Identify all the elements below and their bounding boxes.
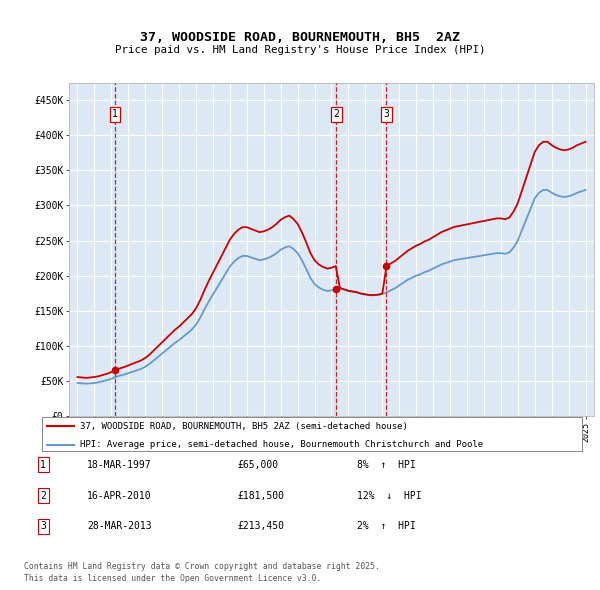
Text: £65,000: £65,000: [237, 460, 278, 470]
Text: 2%  ↑  HPI: 2% ↑ HPI: [357, 522, 416, 531]
Text: £213,450: £213,450: [237, 522, 284, 531]
Text: 16-APR-2010: 16-APR-2010: [87, 491, 152, 500]
Text: 3: 3: [40, 522, 46, 531]
Text: 3: 3: [383, 109, 389, 119]
Text: HPI: Average price, semi-detached house, Bournemouth Christchurch and Poole: HPI: Average price, semi-detached house,…: [80, 440, 483, 449]
Text: 2: 2: [40, 491, 46, 500]
Text: 37, WOODSIDE ROAD, BOURNEMOUTH, BH5 2AZ (semi-detached house): 37, WOODSIDE ROAD, BOURNEMOUTH, BH5 2AZ …: [80, 422, 407, 431]
Text: 1: 1: [40, 460, 46, 470]
Text: 2: 2: [334, 109, 340, 119]
Text: 1: 1: [112, 109, 118, 119]
Text: Contains HM Land Registry data © Crown copyright and database right 2025.
This d: Contains HM Land Registry data © Crown c…: [24, 562, 380, 583]
Text: 28-MAR-2013: 28-MAR-2013: [87, 522, 152, 531]
Text: 8%  ↑  HPI: 8% ↑ HPI: [357, 460, 416, 470]
Text: Price paid vs. HM Land Registry's House Price Index (HPI): Price paid vs. HM Land Registry's House …: [115, 45, 485, 54]
Text: 37, WOODSIDE ROAD, BOURNEMOUTH, BH5  2AZ: 37, WOODSIDE ROAD, BOURNEMOUTH, BH5 2AZ: [140, 31, 460, 44]
Text: 12%  ↓  HPI: 12% ↓ HPI: [357, 491, 422, 500]
Text: £181,500: £181,500: [237, 491, 284, 500]
Text: 18-MAR-1997: 18-MAR-1997: [87, 460, 152, 470]
